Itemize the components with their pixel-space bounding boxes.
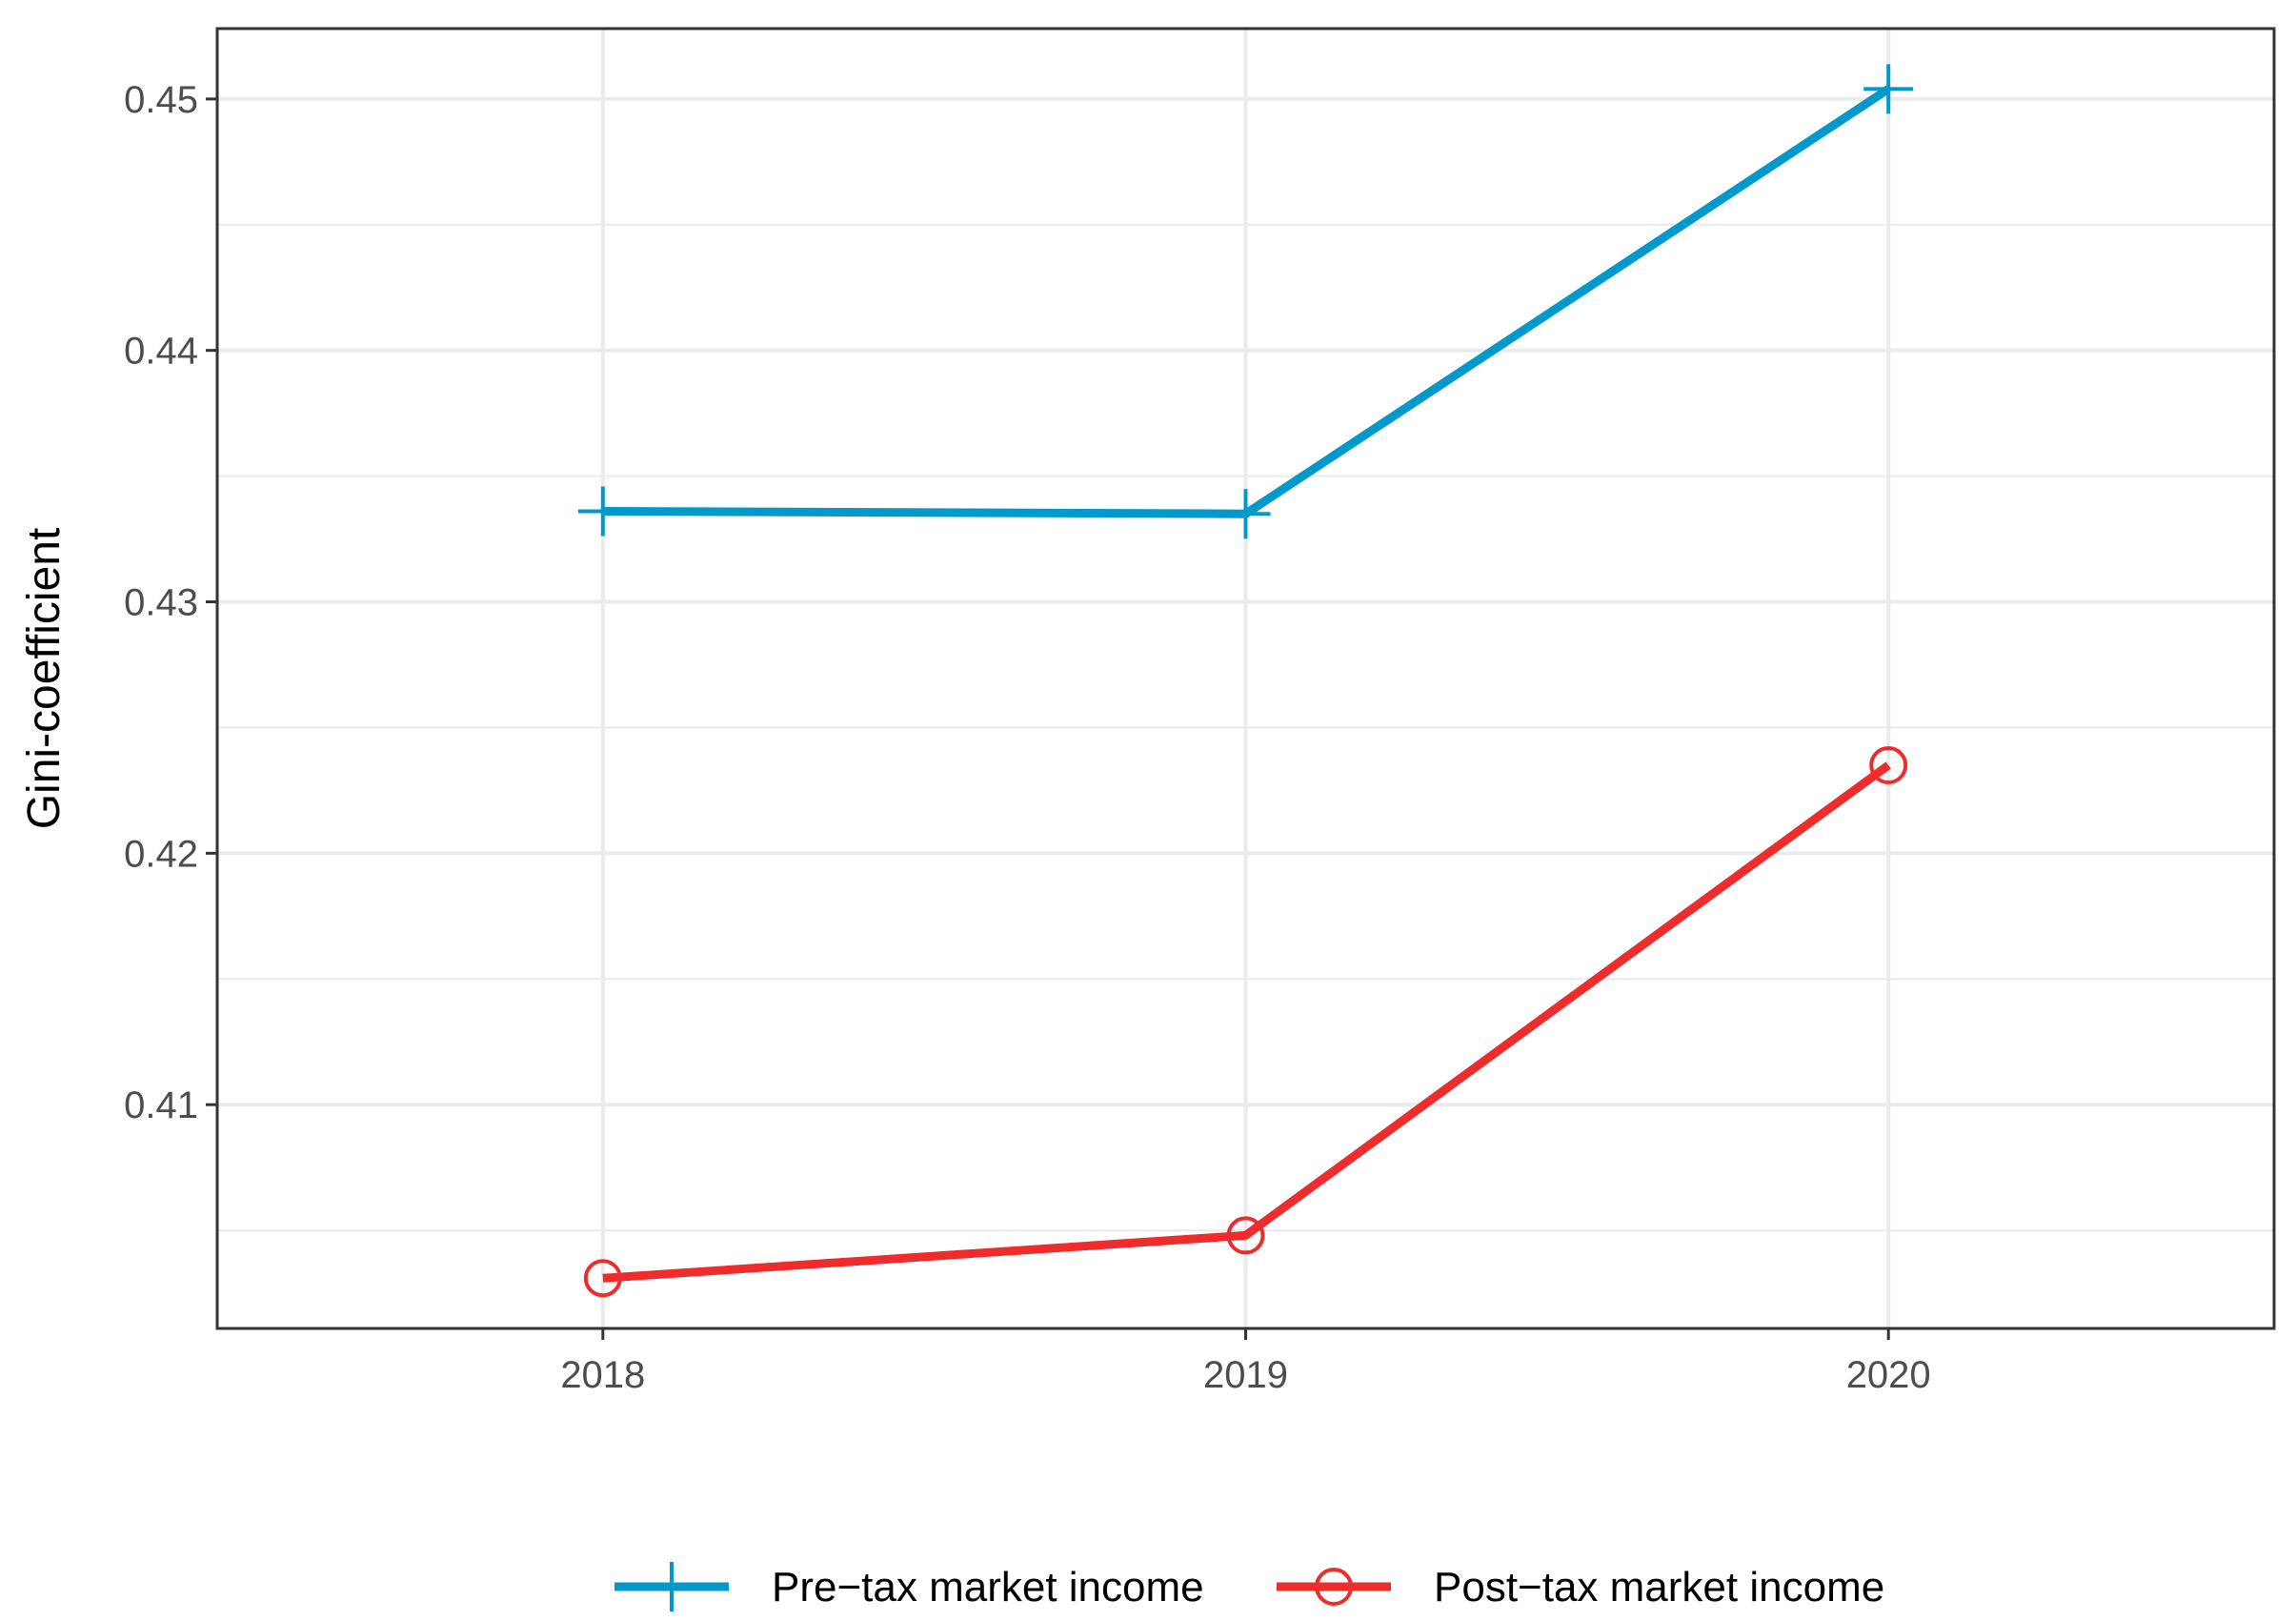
y-tick-label-4: 0.45	[124, 79, 198, 121]
y-tick-label-1: 0.42	[124, 833, 198, 875]
x-tick-label-2: 2020	[1846, 1354, 1931, 1396]
y-tick-label-3: 0.44	[124, 331, 198, 373]
legend-key-marker-1	[1315, 1568, 1353, 1606]
legend-key-marker-0	[647, 1562, 696, 1611]
data-point-s0-2	[1863, 64, 1914, 114]
legend-label-0: Pre−tax market income	[772, 1564, 1204, 1611]
y-tick-label-2: 0.43	[124, 582, 198, 624]
major-gridlines	[217, 29, 2274, 1328]
x-axis: 2018 2019 2020	[560, 1328, 1931, 1396]
legend: Pre−tax market income Post−tax market inc…	[614, 1562, 1884, 1611]
legend-label-1: Post−tax market income	[1434, 1564, 1884, 1611]
y-axis: 0.41 0.42 0.43 0.44 0.45	[124, 79, 217, 1126]
y-axis-title: Gini-coefficient	[19, 528, 70, 830]
y-tick-label-0: 0.41	[124, 1084, 198, 1126]
x-tick-label-1: 2019	[1203, 1354, 1288, 1396]
data-point-s1-0	[583, 1259, 622, 1298]
data-point-s0-1	[1220, 489, 1271, 539]
data-point-s1-1	[1226, 1216, 1265, 1255]
legend-item-0: Pre−tax market income	[614, 1562, 1204, 1611]
x-tick-label-0: 2018	[560, 1354, 645, 1396]
legend-item-1: Post−tax market income	[1277, 1564, 1884, 1611]
data-point-s1-2	[1869, 746, 1908, 785]
series-markers	[577, 64, 1914, 1298]
data-point-s0-0	[577, 486, 628, 537]
series-line-1	[602, 761, 1891, 1283]
